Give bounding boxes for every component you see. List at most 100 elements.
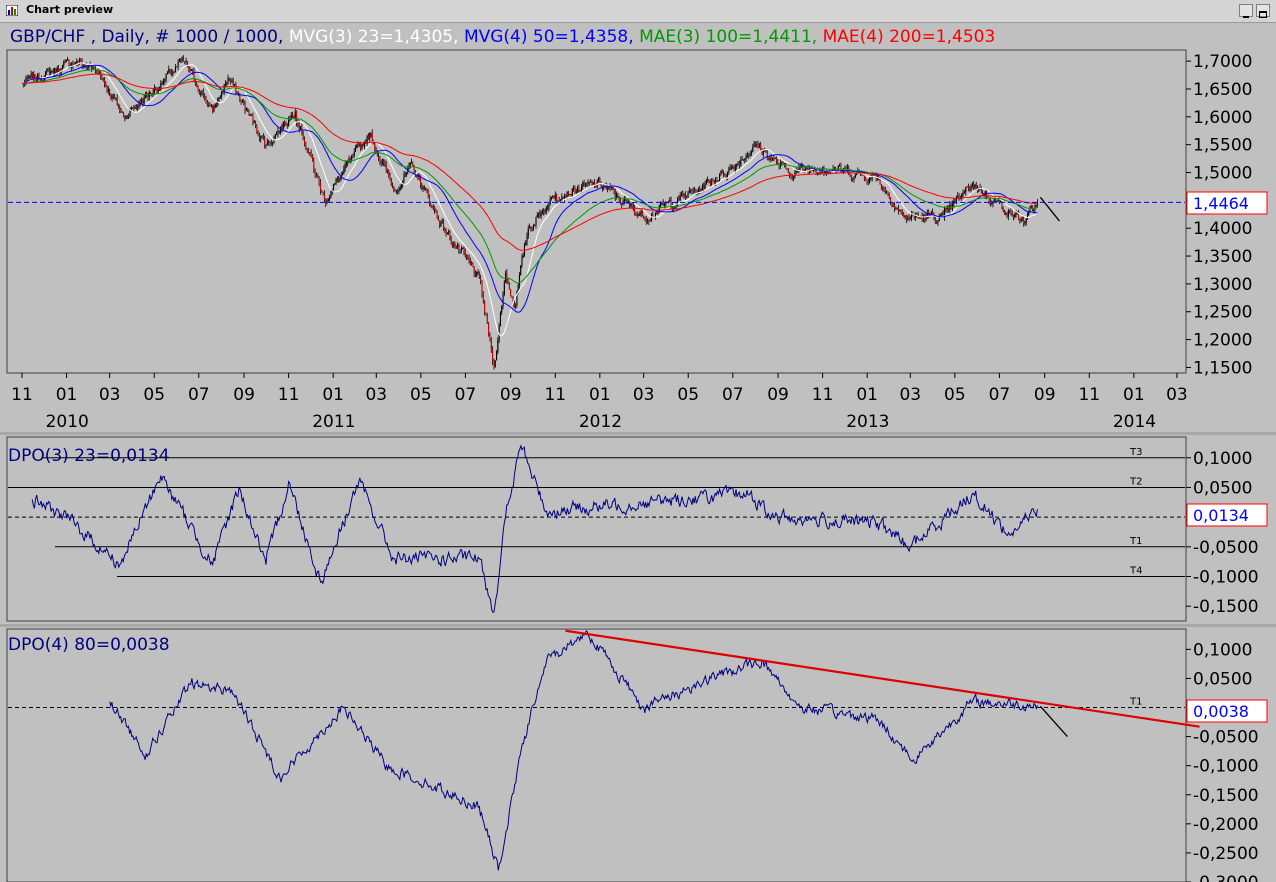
candle-body — [989, 201, 991, 204]
maximize-button[interactable] — [1256, 4, 1270, 18]
candle-body — [73, 63, 75, 65]
candle-body — [343, 169, 345, 174]
candle-body — [853, 177, 855, 180]
dpo4-ytick-label: -0,3000 — [1193, 873, 1259, 882]
price-plot-area[interactable] — [6, 49, 1187, 374]
candle-body — [435, 210, 437, 212]
candle-body — [719, 174, 721, 181]
candle-body — [315, 174, 318, 176]
candle-body — [764, 151, 766, 152]
candle-body — [884, 190, 886, 193]
dpo4-projection-line — [1039, 705, 1068, 738]
x-tick-label: 09 — [500, 385, 522, 405]
candle-body — [908, 217, 910, 220]
candle-body — [959, 198, 962, 200]
candle-body — [212, 104, 214, 112]
candle-body — [998, 199, 1000, 202]
candle-body — [285, 124, 287, 126]
candle-body — [674, 206, 676, 209]
candle-body — [480, 278, 482, 282]
candle-body — [209, 105, 211, 107]
candle-body — [146, 94, 148, 96]
candle-body — [1007, 210, 1009, 217]
candle-body — [926, 213, 928, 216]
candle-body — [181, 57, 183, 61]
candle-body — [230, 80, 232, 83]
title-bar[interactable]: Chart preview — [0, 0, 1276, 23]
candle-body — [1015, 212, 1017, 215]
candle-body — [416, 175, 418, 177]
candle-body — [76, 61, 78, 65]
candle-body — [707, 179, 709, 181]
candle-body — [695, 191, 697, 193]
candle-body — [565, 196, 567, 199]
candle-body — [317, 174, 319, 178]
candle-body — [280, 126, 282, 133]
candle-body — [48, 68, 50, 74]
candle-body — [336, 178, 338, 180]
dpo3-line — [31, 444, 1038, 613]
dpo3-plot-area[interactable] — [6, 436, 1187, 622]
dpo4-header: DPO(4) 80=0,0038 — [8, 635, 170, 655]
price-ytick-label: 1,7000 — [1193, 52, 1252, 72]
panel-splitter-2[interactable] — [0, 624, 1276, 627]
candle-body — [364, 142, 366, 147]
candle-body — [334, 183, 336, 184]
candle-body — [592, 182, 594, 185]
price-ytick-label: 1,2000 — [1193, 331, 1252, 351]
candle-body — [82, 65, 85, 67]
minimize-button[interactable] — [1239, 4, 1253, 18]
candle-body — [177, 61, 179, 67]
candle-body — [107, 88, 109, 92]
candle-body — [54, 68, 56, 74]
price-current-box — [1186, 191, 1268, 215]
candle-body — [144, 94, 146, 98]
candle-body — [639, 213, 641, 216]
candle-body — [440, 222, 442, 227]
candle-body — [815, 170, 817, 173]
candle-body — [102, 77, 104, 81]
candle-body — [569, 194, 571, 196]
candle-body — [354, 147, 357, 152]
candle-body — [44, 71, 47, 77]
price-header: GBP/CHF , Daily, # 1000 / 1000, MVG(3) 2… — [10, 27, 995, 47]
panel-splitter-1[interactable] — [0, 432, 1276, 435]
candle-body — [278, 130, 280, 133]
candle-body — [98, 72, 101, 74]
candle-body — [683, 194, 685, 196]
candle-body — [846, 167, 849, 169]
candle-body — [649, 220, 651, 222]
candle-body — [244, 103, 246, 111]
candle-body — [511, 296, 513, 298]
candle-body — [742, 159, 745, 161]
candle-body — [724, 175, 726, 177]
candle-body — [436, 211, 438, 218]
candle-body — [529, 226, 531, 229]
candle-body — [218, 97, 220, 99]
candle-body — [648, 220, 650, 222]
price-ytick-label: 1,5500 — [1193, 136, 1252, 156]
candle-body — [577, 187, 579, 192]
candle-body — [901, 211, 903, 216]
candle-body — [578, 187, 580, 191]
candle-body — [795, 170, 797, 172]
candle-body — [973, 183, 975, 188]
price-ytick-label: 1,6500 — [1193, 80, 1252, 100]
candle-body — [867, 182, 869, 184]
candle-body — [688, 190, 690, 193]
candle-body — [329, 197, 331, 200]
candle-body — [982, 192, 984, 195]
candle-body — [725, 176, 727, 178]
candle-body — [162, 80, 165, 84]
candle-body — [1002, 206, 1004, 212]
x-tick-label: 11 — [812, 385, 834, 405]
x-tick-label: 11 — [1078, 385, 1100, 405]
candle-body — [125, 115, 127, 120]
window-title: Chart preview — [26, 3, 114, 16]
candle-body — [508, 283, 510, 290]
dpo4-plot-area[interactable] — [6, 628, 1187, 882]
candle-body — [1010, 211, 1012, 214]
candle-body — [993, 199, 995, 202]
candle-body — [224, 83, 227, 85]
candle-body — [775, 157, 778, 163]
